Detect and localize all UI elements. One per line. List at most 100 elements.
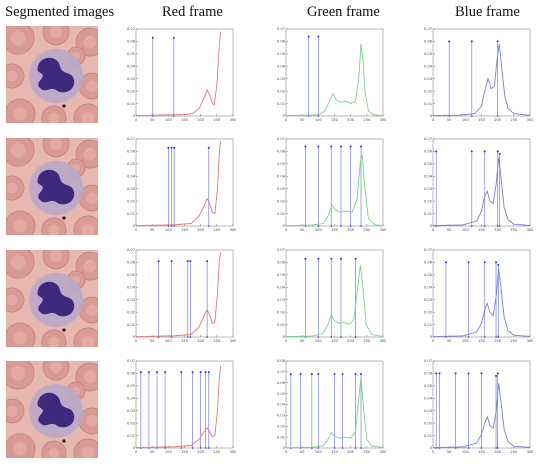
segmented-image-row-2 — [0, 130, 106, 245]
header-red-frame: Red frame — [162, 4, 223, 20]
y-tick-label: 0.07 — [277, 137, 285, 141]
histogram-svg: 0 0.01 0.02 0.03 0.04 0.05 0.06 0.07 0 50 100 150 20… — [277, 248, 387, 343]
x-tick-label: 0 — [285, 339, 288, 343]
plot-frame — [285, 249, 384, 338]
stem-marker — [191, 371, 194, 374]
x-tick-label: 200 — [197, 339, 205, 343]
y-tick-label: 0.06 — [127, 261, 136, 265]
red-blood-cell-center — [13, 442, 27, 456]
y-tick-label: 0.05 — [277, 162, 285, 166]
y-tick-label: 0 — [430, 224, 433, 228]
x-tick-label: 300 — [527, 450, 533, 454]
stem-marker — [204, 371, 207, 374]
stem-base-marker — [307, 115, 310, 117]
y-tick-label: 0.06 — [424, 40, 433, 44]
histogram-svg: 0 0.01 0.02 0.03 0.04 0.05 0.06 0.07 0 50 100 150 20… — [424, 137, 534, 232]
histogram-svg: 0 0.01 0.02 0.03 0.04 0.05 0.06 0.07 0 50 100 150 20… — [127, 137, 237, 232]
histogram-curve — [285, 43, 384, 117]
stem-marker — [330, 257, 333, 260]
histogram-svg: 0 0.01 0.02 0.03 0.04 0.05 0.06 0.07 0 50 100 150 20… — [277, 27, 387, 122]
y-tick-label: 0.05 — [424, 52, 432, 56]
x-tick-label: 250 — [363, 450, 371, 454]
x-tick-label: 100 — [315, 339, 323, 343]
y-tick-label: 0 — [133, 224, 136, 228]
plot-frame — [285, 28, 384, 117]
y-tick-label: 0.04 — [127, 174, 136, 178]
red-blood-cell-center — [13, 107, 27, 121]
y-tick-label: 0.01 — [424, 212, 432, 216]
stem-base-marker — [333, 447, 336, 449]
stem-marker — [199, 371, 202, 374]
cell-nucleus — [37, 281, 75, 317]
stem-marker — [483, 261, 486, 264]
histogram-svg: 0 0.01 0.02 0.03 0.04 0.05 0.06 0.07 0.08 0 50 100 1… — [277, 359, 387, 454]
stem-marker — [170, 260, 173, 263]
x-tick-label: 200 — [347, 228, 355, 232]
y-tick-label: 0.01 — [424, 323, 432, 327]
y-tick-label: 0.07 — [277, 27, 285, 31]
x-tick-label: 300 — [230, 450, 236, 454]
y-tick-label: 0.01 — [127, 212, 135, 216]
red-blood-cell-center — [86, 80, 98, 92]
x-tick-label: 150 — [181, 450, 189, 454]
cell-nucleus — [37, 392, 75, 428]
stem-marker — [156, 371, 159, 374]
stem-base-marker — [341, 447, 344, 449]
stem-marker — [339, 145, 342, 148]
y-tick-label: 0.03 — [127, 187, 135, 191]
plot-frame — [432, 28, 531, 117]
x-tick-label: 100 — [315, 118, 323, 122]
histogram-curve — [432, 43, 531, 117]
y-tick-label: 0 — [283, 224, 286, 228]
y-tick-label: 0.02 — [127, 199, 135, 203]
stem-marker — [496, 150, 499, 153]
x-tick-label: 150 — [478, 339, 486, 343]
histogram-curve — [135, 365, 222, 449]
y-tick-label: 0.03 — [127, 298, 135, 302]
red-blood-cell-center — [48, 336, 60, 348]
y-tick-label: 0.06 — [127, 150, 136, 154]
x-tick-label: 50 — [150, 450, 155, 454]
x-tick-label: 250 — [510, 450, 518, 454]
stem-base-marker — [186, 336, 189, 338]
y-tick-label: 0.03 — [277, 414, 285, 418]
red-blood-cell-center — [10, 30, 26, 46]
stem-marker — [299, 373, 302, 376]
y-tick-label: 0.03 — [424, 409, 432, 413]
y-tick-label: 0 — [133, 114, 136, 118]
histogram-svg: 0 0.01 0.02 0.03 0.04 0.05 0.06 0.07 0 50 100 150 20… — [277, 137, 387, 232]
y-tick-label: 0.02 — [277, 199, 285, 203]
stem-marker — [289, 373, 292, 376]
histogram-svg: 0 0.01 0.02 0.03 0.04 0.05 0.06 0.07 0 50 100 150 20… — [127, 359, 237, 454]
stem-base-marker — [191, 447, 194, 449]
y-tick-label: 0.01 — [127, 434, 135, 438]
y-tick-label: 0 — [430, 114, 433, 118]
x-tick-label: 50 — [300, 228, 305, 232]
y-tick-label: 0.06 — [424, 150, 433, 154]
red-blood-cell-center — [83, 35, 97, 49]
y-tick-label: 0.02 — [277, 424, 285, 428]
y-tick-label: 0.01 — [127, 102, 135, 106]
x-tick-label: 250 — [363, 228, 371, 232]
red-blood-cell-center — [81, 111, 95, 125]
x-tick-label: 300 — [527, 339, 533, 343]
histogram-row-2-blue: 0 0.01 0.02 0.03 0.04 0.05 0.06 0.07 0 50 100 150 20… — [423, 134, 534, 239]
x-tick-label: 50 — [150, 339, 155, 343]
stem-base-marker — [349, 225, 352, 227]
stem-base-marker — [189, 336, 192, 338]
x-tick-label: 0 — [285, 228, 288, 232]
stem-marker — [349, 145, 352, 148]
x-tick-label: 150 — [331, 450, 339, 454]
stem-marker — [354, 373, 357, 376]
x-tick-label: 300 — [230, 228, 236, 232]
red-blood-cell-center — [81, 223, 95, 237]
y-tick-label: 0.02 — [424, 89, 432, 93]
y-tick-label: 0.04 — [277, 64, 286, 68]
stem-base-marker — [483, 225, 486, 227]
y-tick-label: 0.03 — [424, 77, 432, 81]
stem-marker — [435, 150, 438, 153]
stem-marker — [307, 35, 310, 38]
y-tick-label: 0.05 — [277, 273, 285, 277]
x-tick-label: 200 — [494, 339, 502, 343]
x-tick-label: 0 — [135, 228, 138, 232]
